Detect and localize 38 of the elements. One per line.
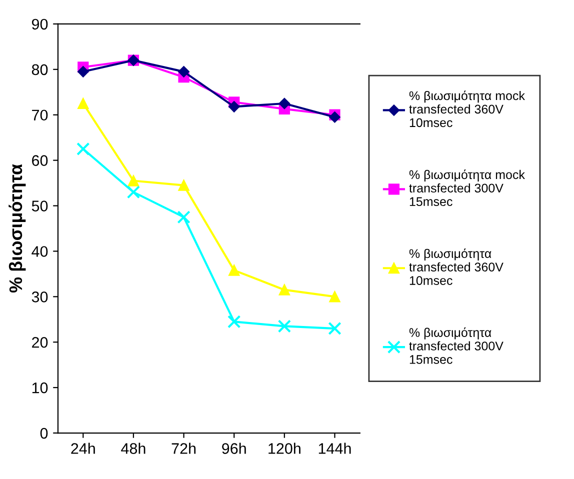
point <box>278 284 290 296</box>
x-tick-label: 48h <box>121 442 146 454</box>
point <box>78 66 89 78</box>
point <box>178 66 190 78</box>
point <box>177 210 190 224</box>
y-tick-label: 60 <box>32 155 48 166</box>
y-tick-label: 20 <box>32 336 48 348</box>
legend-label: % βιωσιμότητα transfected 360V 10msec <box>409 248 504 285</box>
point <box>328 322 342 336</box>
y-tick-label: 80 <box>32 64 48 76</box>
y-tick-label: 10 <box>32 382 48 394</box>
x-tick-label: 96h <box>222 442 246 454</box>
point <box>227 315 241 328</box>
legend-label: % βιωσιμότητα mock transfected 360V 10msec <box>409 90 525 128</box>
y-tick-label: 30 <box>32 292 48 302</box>
point <box>78 98 89 110</box>
point <box>228 101 240 112</box>
x-tick-label: 24h <box>71 442 95 454</box>
y-tick-label: 50 <box>32 200 48 212</box>
point <box>329 112 340 123</box>
point <box>76 142 90 156</box>
legend-label: % βιωσιμότητα transfected 300V 15msec <box>409 327 504 364</box>
y-tick-label: 40 <box>32 246 48 257</box>
point <box>278 320 292 333</box>
x-tick-label: 144h <box>318 442 351 454</box>
y-tick-label: 90 <box>32 18 48 30</box>
legend-label: % βιωσιμότητα mock transfected 300V 15msec <box>409 170 525 206</box>
y-tick-label: 0 <box>40 428 48 439</box>
point <box>278 98 290 110</box>
point <box>128 175 140 186</box>
x-tick-label: 120h <box>268 442 300 454</box>
x-tick-label: 72h <box>172 442 196 454</box>
point <box>126 186 140 199</box>
point <box>228 264 240 276</box>
y-axis-title: % βιωσιμότητα <box>8 164 26 293</box>
point <box>178 180 190 191</box>
point <box>329 291 340 302</box>
y-tick-label: 70 <box>32 110 48 121</box>
